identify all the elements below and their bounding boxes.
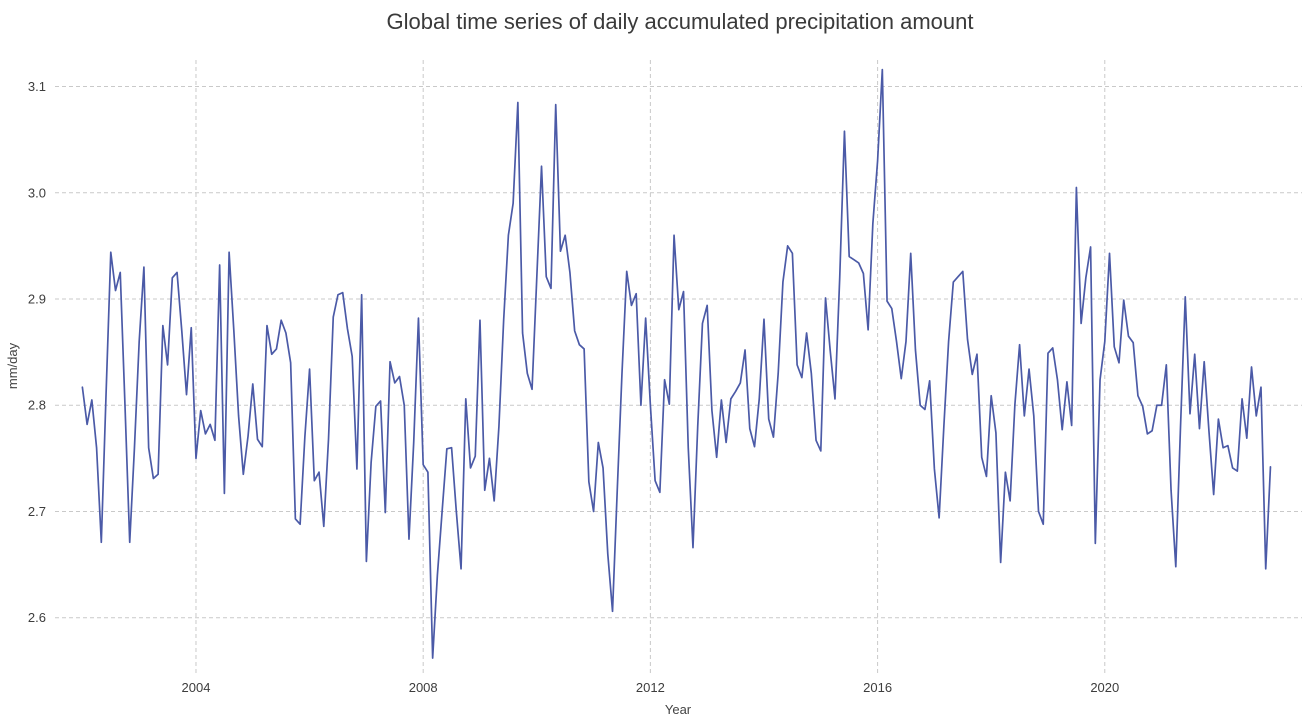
y-tick-label: 2.8 bbox=[28, 398, 46, 413]
y-tick-label: 3.1 bbox=[28, 79, 46, 94]
gridlines bbox=[55, 60, 1302, 674]
x-tick-label: 2008 bbox=[409, 680, 438, 695]
y-axis-title: mm/day bbox=[5, 342, 20, 389]
chart-title: Global time series of daily accumulated … bbox=[386, 9, 974, 34]
tick-labels: 2.6 2.7 2.8 2.9 3.0 3.1 2004 2008 2012 2016 2020 bbox=[28, 79, 1119, 695]
x-axis-title: Year bbox=[665, 702, 692, 717]
y-tick-label: 2.7 bbox=[28, 504, 46, 519]
x-tick-label: 2016 bbox=[863, 680, 892, 695]
x-tick-label: 2012 bbox=[636, 680, 665, 695]
y-tick-label: 3.0 bbox=[28, 185, 46, 200]
x-tick-label: 2004 bbox=[182, 680, 211, 695]
x-tick-label: 2020 bbox=[1090, 680, 1119, 695]
y-tick-label: 2.9 bbox=[28, 292, 46, 307]
data-line bbox=[81, 68, 1272, 659]
y-tick-label: 2.6 bbox=[28, 610, 46, 625]
